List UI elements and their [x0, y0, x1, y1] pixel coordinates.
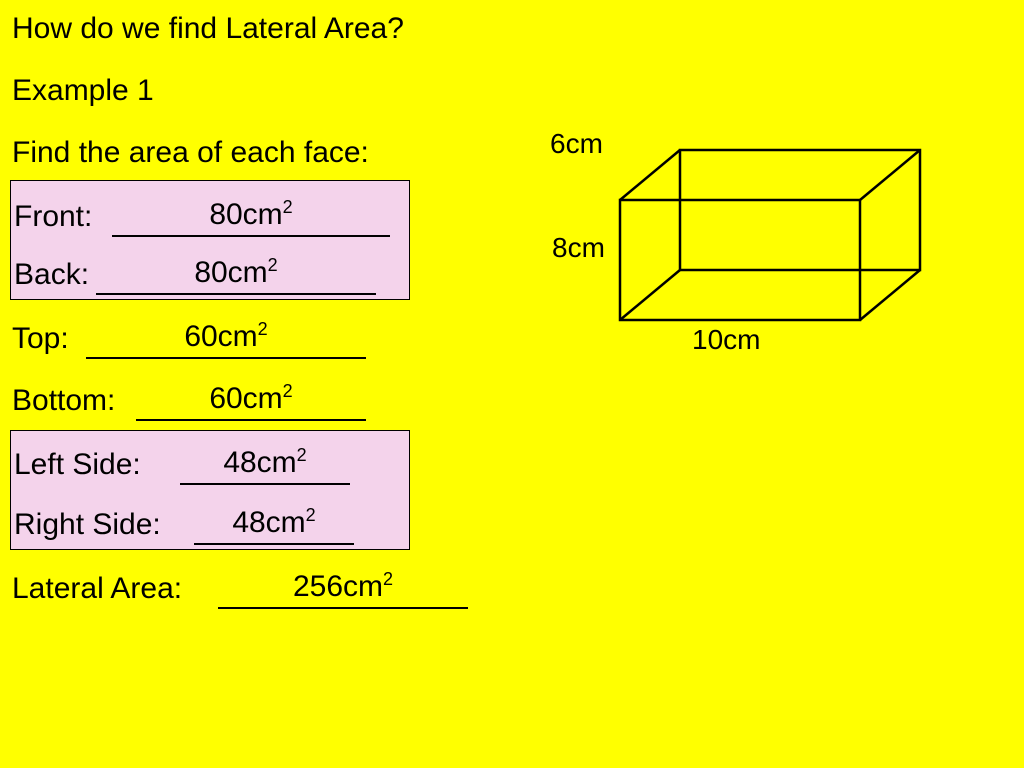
instruction: Find the area of each face: [12, 136, 369, 170]
face-front-exp: 2 [283, 197, 293, 217]
face-bottom-value: 60cm [209, 382, 282, 415]
lateral-answer: 256cm2 [218, 572, 468, 609]
face-front-value: 80cm [209, 198, 282, 231]
face-bottom-answer: 60cm2 [136, 384, 366, 421]
face-back-label: Back: [14, 258, 89, 292]
title: How do we find Lateral Area? [12, 12, 404, 46]
face-right-value: 48cm [232, 506, 305, 539]
face-front-label: Front: [14, 200, 92, 234]
prism-diagram [600, 140, 940, 340]
face-back-answer: 80cm2 [96, 258, 376, 295]
face-right-exp: 2 [306, 505, 316, 525]
face-back-exp: 2 [268, 255, 278, 275]
face-left-value: 48cm [223, 446, 296, 479]
example-label: Example 1 [12, 74, 154, 108]
face-left-label: Left Side: [14, 448, 141, 482]
face-top-label: Top: [12, 322, 69, 356]
prism-svg [600, 140, 940, 340]
prism-width-label: 10cm [692, 324, 760, 356]
lateral-exp: 2 [383, 569, 393, 589]
face-right-label: Right Side: [14, 508, 161, 542]
prism-height-label: 8cm [552, 232, 605, 264]
face-top-value: 60cm [184, 320, 257, 353]
lateral-value: 256cm [293, 570, 383, 603]
face-front-answer: 80cm2 [112, 200, 390, 237]
prism-depth-label: 6cm [550, 128, 603, 160]
face-back-value: 80cm [194, 256, 267, 289]
face-bottom-label: Bottom: [12, 384, 115, 418]
face-left-answer: 48cm2 [180, 448, 350, 485]
face-left-exp: 2 [297, 445, 307, 465]
face-bottom-exp: 2 [283, 381, 293, 401]
face-right-answer: 48cm2 [194, 508, 354, 545]
face-top-answer: 60cm2 [86, 322, 366, 359]
face-top-exp: 2 [258, 319, 268, 339]
lateral-label: Lateral Area: [12, 572, 182, 606]
